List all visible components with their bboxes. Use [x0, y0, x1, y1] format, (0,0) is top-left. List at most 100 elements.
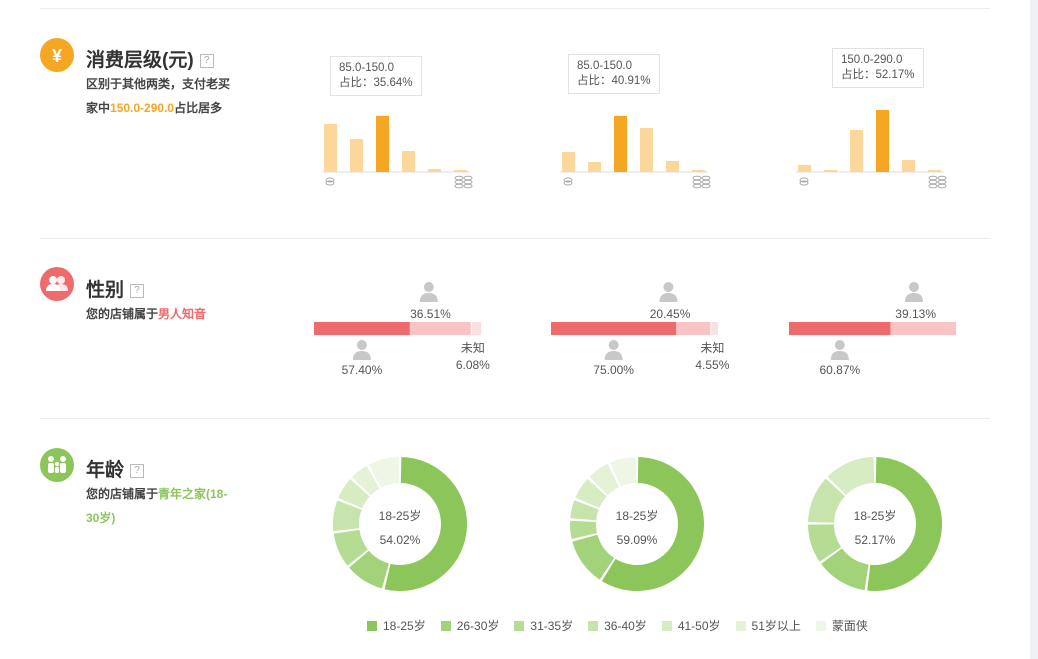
male-bar[interactable]: [314, 322, 410, 335]
bar[interactable]: [376, 116, 389, 172]
age-legend: 18-25岁 26-30岁 31-35岁 36-40岁 41-50岁 51岁以上 蒙面侠: [367, 617, 883, 634]
legend-label: 41-50岁: [677, 619, 721, 633]
donut-slice[interactable]: [349, 550, 389, 589]
coin-stack-icon: [692, 175, 711, 189]
bar[interactable]: [454, 170, 467, 172]
help-icon[interactable]: ?: [130, 463, 145, 478]
bar[interactable]: [562, 152, 575, 172]
section-desc-spending: 区别于其他两类，支付老买 家中150.0-290.0占比居多: [86, 72, 230, 120]
female-pct-label: 20.45%: [650, 307, 691, 321]
donut-slice[interactable]: [333, 529, 368, 566]
person-icon: [604, 340, 623, 360]
person-icon: [352, 340, 371, 360]
unknown-bar[interactable]: [711, 322, 718, 335]
spending-bar-chart-3[interactable]: [792, 100, 952, 200]
donut-slice[interactable]: [338, 479, 370, 509]
donut-slice[interactable]: [384, 457, 468, 591]
male-pct-label: 75.00%: [593, 363, 634, 377]
bar[interactable]: [640, 128, 653, 172]
gender-bar-chart-2[interactable]: 20.45% 75.00% 未知 4.55%: [537, 278, 752, 378]
legend-swatch: [815, 620, 826, 631]
legend-label: 26-30岁: [456, 619, 500, 633]
donut-slice[interactable]: [570, 500, 599, 521]
bar[interactable]: [350, 139, 363, 172]
legend-label: 蒙面侠: [831, 619, 868, 633]
person-icon: [830, 340, 849, 360]
bar[interactable]: [850, 130, 863, 172]
male-bar[interactable]: [551, 322, 677, 335]
unknown-name-label: 未知: [700, 341, 724, 355]
donut-slice[interactable]: [601, 457, 704, 591]
spending-bar-chart-2[interactable]: [556, 100, 716, 200]
gender-bar-chart-3[interactable]: 39.13% 60.87%: [775, 278, 990, 378]
bar[interactable]: [928, 170, 941, 172]
donut-slice[interactable]: [610, 457, 637, 487]
bar[interactable]: [324, 124, 337, 172]
gender-desc-prefix: 您的店铺属于: [86, 307, 159, 321]
female-bar[interactable]: [409, 322, 471, 335]
female-bar[interactable]: [890, 322, 956, 335]
bar[interactable]: [692, 170, 705, 172]
donut-slice[interactable]: [821, 548, 869, 591]
donut-slice[interactable]: [827, 457, 875, 496]
age-donut-chart-1[interactable]: 18-25岁 54.02%: [330, 456, 470, 592]
legend-swatch: [440, 620, 451, 631]
gender-desc-highlight: 男人知音: [158, 307, 207, 321]
unknown-bar[interactable]: [471, 322, 481, 335]
section-desc-age: 您的店铺属于青年之家(18- 30岁): [86, 482, 227, 530]
bar[interactable]: [614, 116, 627, 172]
male-pct-label: 57.40%: [342, 363, 383, 377]
donut-center-label: 18-25岁: [379, 508, 422, 523]
donut-center-value: 59.09%: [617, 533, 658, 547]
age-desc-highlight2: 30岁): [86, 511, 116, 525]
donut-slice[interactable]: [808, 478, 845, 523]
section-title-age: 年龄?: [86, 455, 145, 482]
age-donut-chart-3[interactable]: 18-25岁 52.17%: [805, 456, 945, 592]
donut-slice[interactable]: [352, 465, 380, 496]
divider-2: [40, 418, 990, 419]
male-bar[interactable]: [789, 322, 891, 335]
help-icon[interactable]: ?: [199, 53, 214, 68]
donut-slice[interactable]: [368, 457, 400, 488]
bar[interactable]: [402, 151, 415, 172]
donut-slice[interactable]: [589, 463, 620, 496]
age-donut-chart-2[interactable]: 18-25岁 59.09%: [567, 456, 707, 592]
donut-slice[interactable]: [575, 478, 607, 508]
donut-slice[interactable]: [572, 534, 615, 580]
spending-bar-chart-1[interactable]: [318, 100, 478, 200]
legend-item[interactable]: 51岁以上: [735, 617, 801, 634]
legend-item[interactable]: 31-35岁: [514, 617, 573, 634]
tooltip-share: 占比：35.64%: [339, 77, 413, 89]
gender-bar-chart-1[interactable]: 36.51% 57.40% 未知 6.08%: [300, 278, 515, 378]
family-icon: [40, 448, 74, 482]
bar[interactable]: [876, 110, 889, 172]
donut-slice[interactable]: [867, 457, 942, 591]
donut-slice[interactable]: [808, 524, 842, 562]
female-bar[interactable]: [676, 322, 711, 335]
legend-swatch: [367, 620, 377, 631]
coin-icon: [563, 177, 573, 186]
scrollbar-track[interactable]: [1030, 0, 1038, 659]
bar[interactable]: [428, 169, 441, 172]
donut-slice[interactable]: [570, 520, 598, 539]
spending-desc-line2: 家中150.0-290.0占比居多: [86, 96, 230, 120]
spending-desc-suffix: 占比居多: [174, 101, 223, 115]
bar-tooltip-1: 85.0-150.0 占比：35.64%: [330, 56, 422, 96]
legend-item[interactable]: 蒙面侠: [815, 617, 868, 634]
donut-slice[interactable]: [333, 500, 362, 531]
unknown-pct-label: 6.08%: [456, 358, 490, 372]
tooltip-range: 150.0-290.0: [841, 54, 903, 66]
legend-item[interactable]: 18-25岁: [367, 617, 426, 634]
bar[interactable]: [666, 161, 679, 172]
bar[interactable]: [824, 170, 837, 172]
legend-item[interactable]: 26-30岁: [440, 617, 500, 634]
age-desc-highlight: 青年之家(18-: [158, 487, 228, 501]
legend-item[interactable]: 36-40岁: [588, 617, 647, 634]
help-icon[interactable]: ?: [130, 283, 145, 298]
section-title-spending: 消费层级(元)?: [86, 45, 214, 72]
bar[interactable]: [798, 165, 811, 172]
bar[interactable]: [902, 160, 915, 172]
age-desc-line1: 您的店铺属于青年之家(18-: [86, 482, 227, 506]
bar[interactable]: [588, 162, 601, 172]
legend-item[interactable]: 41-50岁: [661, 617, 721, 634]
